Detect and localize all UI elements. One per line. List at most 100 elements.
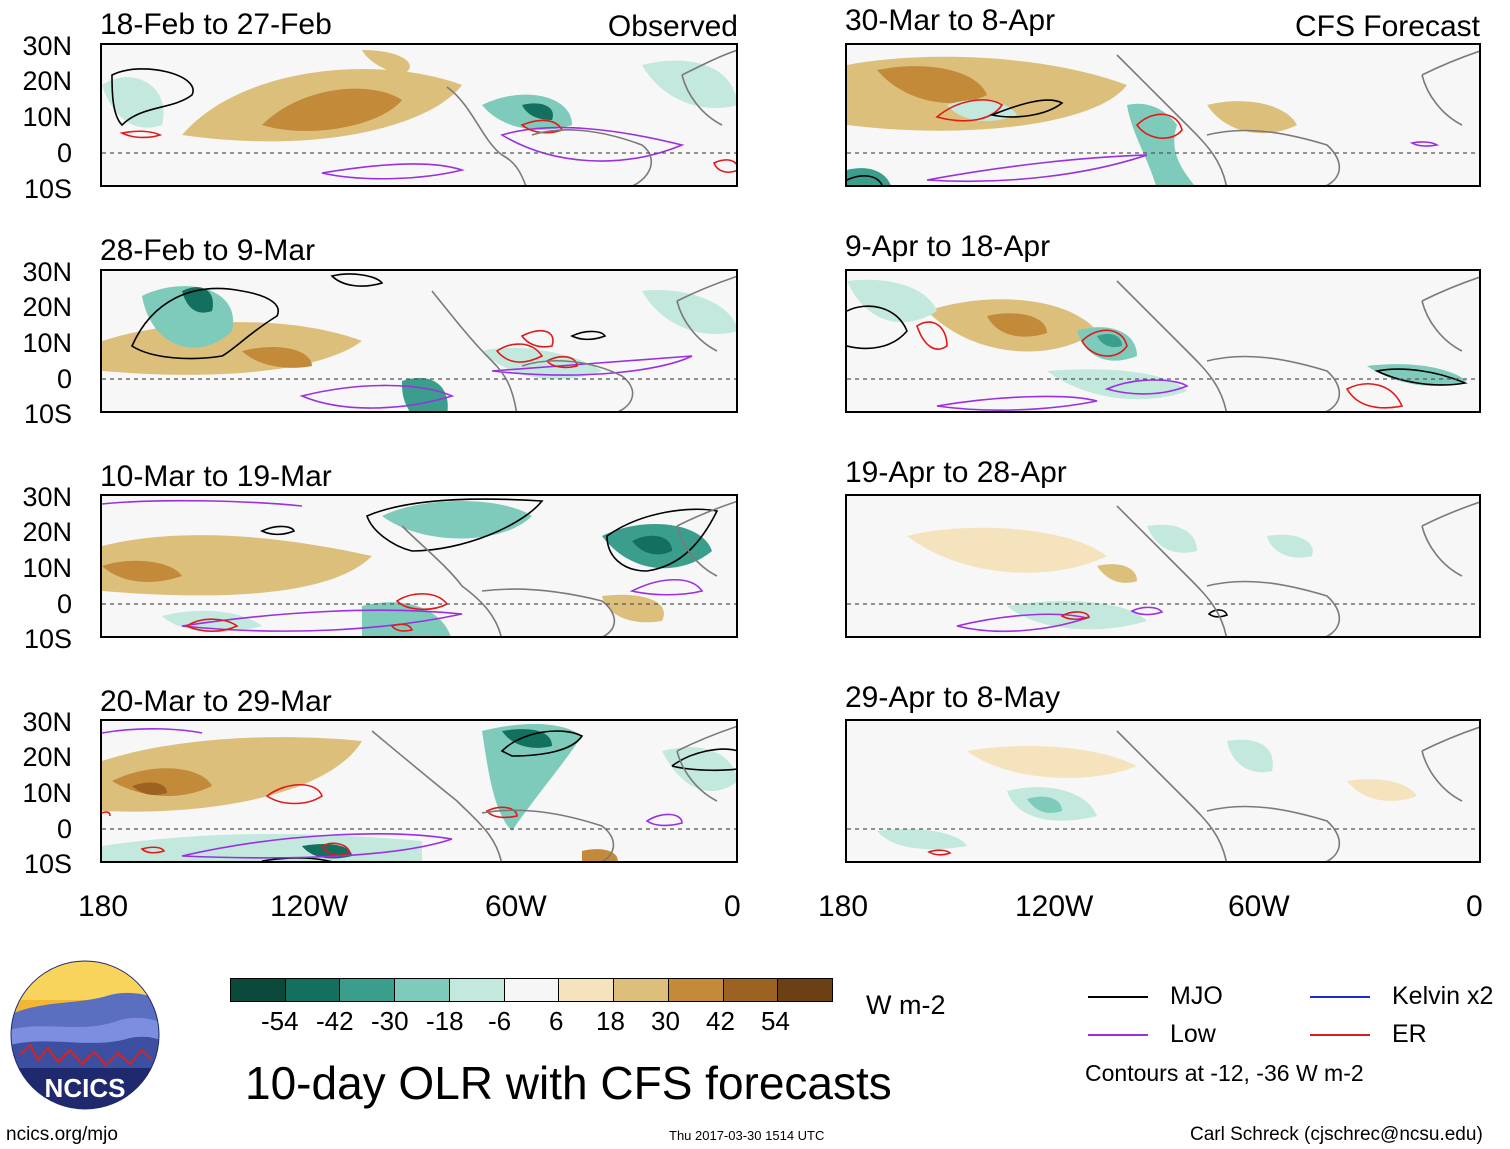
panel-period-label: 10-Mar to 19-Mar — [100, 460, 332, 493]
low-contour — [1104, 379, 1189, 395]
source-url[interactable]: ncics.org/mjo — [6, 1124, 118, 1145]
colorbar-tick: 54 — [761, 1006, 790, 1036]
lat-label: 30N — [22, 707, 72, 737]
negative-anomaly — [102, 77, 164, 128]
contours-note: Contours at -12, -36 W m-2 — [1085, 1060, 1364, 1086]
colorbar-swatch — [668, 979, 724, 1001]
legend-swatch-er — [1310, 1033, 1370, 1036]
mjo-contour — [260, 525, 296, 536]
er-contour — [1345, 383, 1404, 409]
mjo-contour — [847, 175, 883, 185]
legend-item-low: Low — [1088, 1020, 1216, 1049]
lat-label: 10N — [22, 778, 72, 808]
negative-anomaly — [642, 60, 736, 109]
lon-label: 60W — [1228, 890, 1290, 923]
coastline — [481, 588, 616, 636]
negative-anomaly — [402, 377, 448, 411]
negative-anomaly — [502, 729, 552, 748]
er-contour — [1060, 611, 1091, 620]
lat-label: 10S — [23, 849, 72, 879]
low-contour — [181, 833, 453, 859]
mjo-contour — [671, 748, 736, 772]
panel-period-label: 18-Feb to 27-Feb — [100, 8, 332, 41]
olr-map — [100, 43, 738, 187]
er-contour — [712, 159, 736, 173]
coastline — [1116, 54, 1227, 185]
olr-field — [847, 50, 1479, 185]
positive-anomaly — [102, 535, 372, 596]
er-contour — [935, 99, 1004, 122]
low-contour — [500, 126, 685, 162]
er-contour — [495, 343, 544, 363]
colorbar-swatch — [723, 979, 779, 1001]
coastline — [676, 725, 736, 802]
negative-anomaly — [1007, 601, 1147, 630]
negative-anomaly — [482, 347, 602, 380]
negative-anomaly — [1267, 534, 1313, 558]
legend-item-kelvin: Kelvin x2 — [1310, 982, 1493, 1011]
olr-field — [847, 501, 1479, 636]
colorbar-tick: -30 — [371, 1006, 409, 1036]
lat-label: 10N — [22, 328, 72, 358]
negative-anomaly — [847, 279, 937, 323]
mjo-contour — [366, 498, 544, 552]
er-contour — [545, 355, 578, 369]
coastline — [1116, 505, 1227, 636]
legend-label: Kelvin x2 — [1392, 982, 1494, 1010]
observed-label: Observed — [607, 10, 738, 43]
lat-label: 30N — [22, 257, 72, 287]
lon-label: 0 — [724, 890, 741, 923]
legend-label: MJO — [1170, 982, 1223, 1010]
lat-label: 20N — [22, 292, 72, 322]
coastline — [1421, 50, 1479, 126]
olr-field — [102, 273, 736, 411]
er-contour — [1081, 329, 1128, 357]
positive-anomaly — [262, 88, 402, 131]
er-contour — [520, 330, 554, 348]
coastline — [1206, 805, 1341, 861]
lon-label: 0 — [1466, 890, 1483, 923]
olr-field — [847, 276, 1479, 411]
negative-anomaly — [1127, 103, 1195, 185]
negative-anomaly — [632, 535, 672, 555]
coastline — [446, 86, 527, 185]
olr-field — [102, 498, 736, 636]
low-contour — [102, 728, 203, 734]
coastline — [1421, 501, 1479, 577]
negative-anomaly — [1097, 334, 1122, 348]
coastline — [1421, 726, 1479, 802]
lon-label: 120W — [1015, 890, 1094, 923]
olr-field — [847, 726, 1479, 861]
er-contour — [927, 849, 952, 856]
panel-period-label: 20-Mar to 29-Mar — [100, 685, 332, 718]
colorbar-swatch — [504, 979, 560, 1001]
mjo-contour — [989, 99, 1064, 118]
mjo-contour — [500, 730, 584, 757]
lat-label: 0 — [56, 814, 72, 844]
colorbar-swatch — [559, 979, 615, 1001]
negative-anomaly — [1227, 739, 1273, 773]
mjo-contour — [570, 330, 607, 341]
positive-anomaly — [602, 594, 664, 623]
coastline — [1116, 730, 1227, 861]
ncics-logo: NCICS — [10, 960, 160, 1110]
coastline — [481, 809, 615, 861]
low-contour — [181, 609, 463, 632]
lat-label: 0 — [56, 589, 72, 619]
coastline — [401, 525, 502, 636]
low-contour — [926, 154, 1148, 183]
colorbar-swatch — [614, 979, 669, 1001]
colorbar-tick: 30 — [651, 1006, 680, 1036]
negative-anomaly — [1027, 796, 1062, 813]
er-contour — [916, 321, 948, 350]
colorbar-tick: -54 — [261, 1006, 299, 1036]
colorbar-swatch — [231, 979, 286, 1001]
lon-label: 120W — [270, 890, 349, 923]
colorbar-tick: -18 — [426, 1006, 464, 1036]
colorbar-tick: 42 — [706, 1006, 735, 1036]
positive-anomaly — [102, 560, 182, 582]
lat-label: 10S — [23, 399, 72, 429]
lat-label: 30N — [22, 31, 72, 61]
olr-map — [100, 269, 738, 413]
figure-title: 10-day OLR with CFS forecasts — [245, 1057, 892, 1109]
